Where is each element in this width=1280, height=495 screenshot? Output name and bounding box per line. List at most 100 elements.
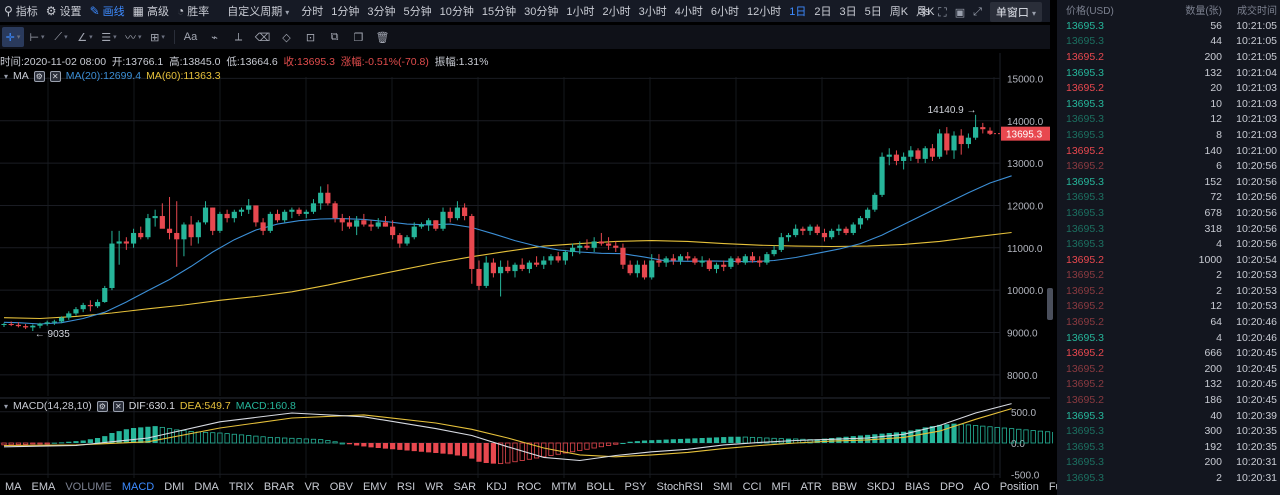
indicator-tab[interactable]: DMA xyxy=(194,481,219,493)
period-option[interactable]: 分时 xyxy=(301,6,324,18)
indicator-tab[interactable]: Position xyxy=(999,481,1039,493)
parallel-lines-tool[interactable]: ☰ ▾ xyxy=(98,27,120,47)
macd-bar xyxy=(51,442,57,444)
refresh-interval[interactable]: 3s xyxy=(918,6,931,18)
period-option[interactable]: 1小时 xyxy=(566,6,595,18)
trade-price: 13695.2 xyxy=(1066,316,1104,329)
indicator-tab[interactable]: PSY xyxy=(624,481,647,493)
period-option[interactable]: 3日 xyxy=(839,6,857,18)
collapse-chevron-icon[interactable]: ▾ xyxy=(4,401,9,411)
magnet-tool[interactable]: ⌁ xyxy=(204,27,226,47)
copy-tool[interactable]: ⧉ xyxy=(324,27,346,47)
indicator-tab[interactable]: WR xyxy=(425,481,444,493)
toolbar-settings-button[interactable]: ⚙ 设置 xyxy=(42,0,86,22)
macd-bar xyxy=(454,443,461,456)
indicator-tab[interactable]: ATR xyxy=(800,481,822,493)
window-mode-select[interactable]: 单窗口 ▾ xyxy=(989,2,1042,22)
indicator-tab[interactable]: DPO xyxy=(939,481,964,493)
toolbar-calendar-button[interactable]: ▦ 高级 xyxy=(129,0,173,22)
camera-icon[interactable]: ▣ xyxy=(954,6,966,19)
wave-tool[interactable]: 〰 ▾ xyxy=(122,27,145,47)
period-option[interactable]: 周K xyxy=(889,6,909,18)
trash-tool[interactable]: 🗑 xyxy=(372,27,394,47)
toolbar-pencil-button[interactable]: ✎ 画线 xyxy=(86,0,129,22)
trade-row: 13695.3 678 10:20:56 xyxy=(1057,205,1280,221)
indicator-tab[interactable]: BBW xyxy=(831,481,857,493)
period-option[interactable]: 1日 xyxy=(789,6,807,18)
indicator-tab[interactable]: KDJ xyxy=(486,481,507,493)
candle xyxy=(375,218,381,229)
indicator-tab[interactable]: VOLUME xyxy=(65,481,112,493)
period-option[interactable]: 1分钟 xyxy=(331,6,360,18)
settings-icon: ⚙ xyxy=(45,4,57,18)
indicator-tab[interactable]: MA xyxy=(5,481,22,493)
indicator-tab[interactable]: MFI xyxy=(771,481,791,493)
period-option[interactable]: 12小时 xyxy=(747,6,782,18)
candle xyxy=(980,122,986,134)
indicator-tab[interactable]: EMV xyxy=(362,481,387,493)
panel-resize-handle[interactable] xyxy=(1047,288,1053,320)
indicator-tab[interactable]: StochRSI xyxy=(656,481,704,493)
indicator-tab[interactable]: EMA xyxy=(31,481,56,493)
candle xyxy=(274,209,281,223)
crosshair-tool[interactable]: ✛ ▾ xyxy=(2,27,24,47)
indicator-tab[interactable]: RSI xyxy=(396,481,416,493)
indicator-tab[interactable]: DMI xyxy=(164,481,185,493)
macd-settings-icon[interactable]: ⚙ xyxy=(96,400,108,412)
indicator-tab[interactable]: BOLL xyxy=(586,481,615,493)
eraser-tool[interactable]: ⌫ xyxy=(252,27,274,47)
expand-icon[interactable]: ⤢ xyxy=(973,5,982,18)
trend-line-tool[interactable]: ⟋ ▾ xyxy=(50,27,72,47)
period-option[interactable]: 6小时 xyxy=(710,6,740,18)
macd-close-icon[interactable]: ✕ xyxy=(112,400,124,412)
period-option[interactable]: 15分钟 xyxy=(481,6,517,18)
ma-settings-icon[interactable]: ⚙ xyxy=(33,70,45,82)
period-option[interactable]: 2日 xyxy=(814,6,832,18)
indicator-tab[interactable]: OBV xyxy=(329,481,353,493)
period-option[interactable]: 10分钟 xyxy=(439,6,474,18)
period-option[interactable]: 3小时 xyxy=(638,6,667,18)
ma-close-icon[interactable]: ✕ xyxy=(49,70,61,82)
indicator-tab[interactable]: AO xyxy=(973,481,990,493)
macd-bar xyxy=(915,429,921,443)
indicator-tab[interactable]: SKDJ xyxy=(866,481,895,493)
indicator-tab[interactable]: MACD xyxy=(121,481,155,493)
lock-tool[interactable]: ⊡ xyxy=(300,27,322,47)
toolbar-item-label: 画线 xyxy=(102,6,125,18)
collapse-chevron-icon[interactable]: ▾ xyxy=(4,71,9,81)
hide-tool[interactable]: ◇ xyxy=(276,27,298,47)
period-option[interactable]: 5日 xyxy=(864,6,882,18)
trade-qty: 6 xyxy=(1216,160,1222,173)
angle-tool[interactable]: ∠ ▾ xyxy=(74,27,96,47)
indicator-tab[interactable]: TRIX xyxy=(228,481,254,493)
horizontal-ray-tool[interactable]: ⊢ ▾ xyxy=(26,27,48,47)
indicator-tab[interactable]: MTM xyxy=(551,481,577,493)
indicator-tab[interactable]: CCI xyxy=(742,481,762,493)
indicator-tab[interactable]: ROC xyxy=(516,481,542,493)
toolbar-win-rate-button[interactable]: ◔ 胜率 xyxy=(173,0,213,22)
toolbar-divider xyxy=(173,30,175,44)
period-option[interactable]: 2小时 xyxy=(602,6,631,18)
indicator-tab[interactable]: VR xyxy=(304,481,320,493)
period-option[interactable]: 月K xyxy=(916,6,935,18)
fullscreen-icon[interactable]: ⛶ xyxy=(938,4,947,19)
candle-body xyxy=(641,264,648,278)
period-option[interactable]: 3分钟 xyxy=(367,6,396,18)
duplicate-tool[interactable]: ❐ xyxy=(348,27,370,47)
candle xyxy=(368,220,374,231)
y-tick-label: 10000.0 xyxy=(1007,286,1044,297)
toolbar-indicator-button[interactable]: ⚲ 指标 xyxy=(0,0,42,22)
period-option[interactable]: 4小时 xyxy=(674,6,703,18)
candle xyxy=(390,220,396,240)
text-tool[interactable]: Aa xyxy=(180,27,202,47)
period-option[interactable]: 30分钟 xyxy=(524,6,559,18)
chart-canvas[interactable]: 15000.0 14000.0 13000.0 12000.0 11000.0 10000… xyxy=(0,0,1053,495)
indicator-tab[interactable]: BRAR xyxy=(263,481,295,493)
ruler-tool[interactable]: ⟂ xyxy=(228,27,250,47)
rect-plus-tool[interactable]: ⊞ ▾ xyxy=(147,27,169,47)
period-option[interactable]: 5分钟 xyxy=(403,6,432,18)
indicator-tab[interactable]: BIAS xyxy=(904,481,930,493)
indicator-tab[interactable]: SAR xyxy=(453,481,477,493)
custom-period-dropdown[interactable]: 自定义周期 ▾ xyxy=(223,3,293,19)
indicator-tab[interactable]: SMI xyxy=(713,481,733,493)
